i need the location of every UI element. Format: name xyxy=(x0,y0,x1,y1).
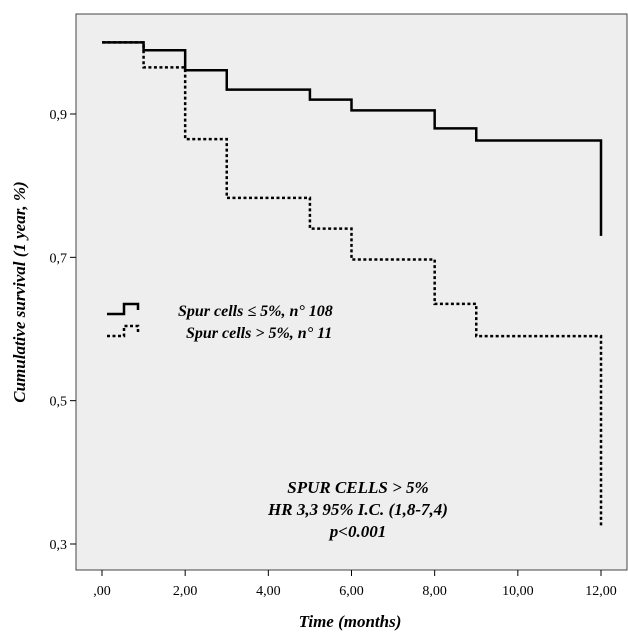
x-tick-label: 6,00 xyxy=(339,584,364,599)
legend-label: Spur cells > 5%, n° 11 xyxy=(186,325,332,342)
y-tick-label: 0,3 xyxy=(50,538,68,553)
x-axis-title: Time (months) xyxy=(299,612,402,631)
y-tick-label: 0,9 xyxy=(50,108,68,123)
y-tick-label: 0,7 xyxy=(50,251,68,266)
legend-label: Spur cells ≤ 5%, n° 108 xyxy=(178,303,333,320)
x-tick-label: 2,00 xyxy=(173,584,198,599)
series-layer xyxy=(102,41,603,527)
annotation-box: SPUR CELLS > 5% HR 3,3 95% I.C. (1,8-7,4)… xyxy=(267,478,448,541)
x-tick-label: 8,00 xyxy=(422,584,447,599)
x-tick-label: 4,00 xyxy=(256,584,281,599)
annotation-line: SPUR CELLS > 5% xyxy=(287,478,428,497)
x-tick-label: ,00 xyxy=(93,584,111,599)
x-tick-label: 12,00 xyxy=(585,584,617,599)
legend: Spur cells ≤ 5%, n° 108 Spur cells > 5%, … xyxy=(107,302,333,342)
y-axis-title: Cumulative survival (1 year, %) xyxy=(10,181,29,402)
y-axis: 0,3 0,5 0,7 0,9 xyxy=(50,108,76,553)
series-line-spur-gt-5 xyxy=(102,41,603,527)
annotation-line: p<0.001 xyxy=(328,522,386,541)
x-axis: ,00 2,00 4,00 6,00 8,00 10,00 12,00 xyxy=(93,570,617,599)
x-tick-label: 10,00 xyxy=(502,584,534,599)
legend-swatch xyxy=(107,302,140,316)
legend-swatch xyxy=(107,324,140,338)
annotation-line: HR 3,3 95% I.C. (1,8-7,4) xyxy=(267,500,448,519)
series-line-spur-le-5 xyxy=(102,41,603,236)
y-tick-label: 0,5 xyxy=(50,395,68,410)
